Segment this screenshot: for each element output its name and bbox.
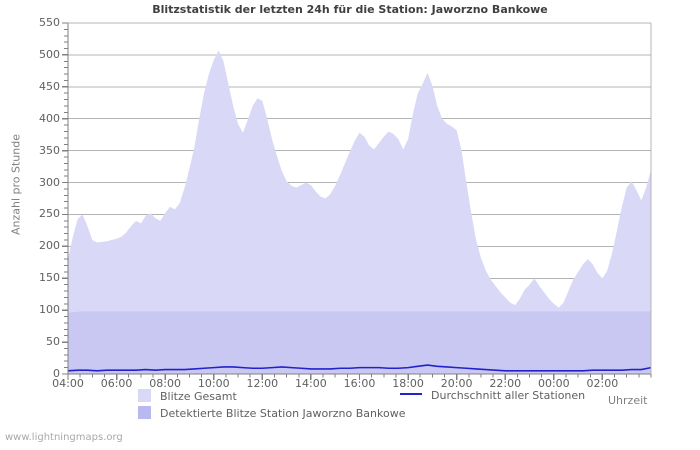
- x-tick-label: 12:00: [246, 377, 279, 390]
- y-tick-label: 350: [39, 143, 60, 157]
- footer-url: www.lightningmaps.org: [5, 432, 123, 443]
- y-tick-label: 250: [39, 207, 60, 221]
- legend-label-total: Blitze Gesamt: [160, 390, 237, 403]
- x-tick-label: 06:00: [100, 377, 133, 390]
- x-tick-label: 16:00: [343, 377, 376, 390]
- y-tick-label: 300: [39, 175, 60, 189]
- y-tick-label: 100: [39, 303, 60, 317]
- x-tick-label: 22:00: [489, 377, 522, 390]
- y-tick-label: 50: [46, 335, 60, 349]
- y-tick-label: 200: [39, 239, 60, 253]
- x-tick-label: 02:00: [586, 377, 619, 390]
- legend-swatch-total: [138, 389, 151, 402]
- legend-label-station: Detektierte Blitze Station Jaworzno Bank…: [160, 407, 406, 420]
- x-tick-label: 18:00: [392, 377, 424, 390]
- y-tick-label: 500: [39, 47, 60, 61]
- chart-title: Blitzstatistik der letzten 24h für die S…: [152, 3, 548, 16]
- legend-item-total: Blitze Gesamt: [138, 389, 237, 403]
- y-tick-label: 150: [39, 271, 60, 285]
- axis-ticks: [62, 22, 652, 380]
- legend-swatch-station: [138, 406, 151, 419]
- x-tick-label: 20:00: [440, 377, 473, 390]
- legend-label-average: Durchschnitt aller Stationen: [431, 389, 586, 402]
- y-tick-label: 550: [39, 16, 60, 29]
- chart-legend: Blitze Gesamt Detektierte Blitze Station…: [0, 388, 700, 424]
- legend-item-average: Durchschnitt aller Stationen: [400, 389, 585, 402]
- x-tick-label: 14:00: [295, 377, 327, 390]
- y-tick-label: 400: [39, 111, 60, 125]
- y-tick-label: 0: [53, 367, 60, 380]
- x-tick-label: 10:00: [197, 377, 230, 390]
- x-tick-label: 04:00: [52, 377, 84, 390]
- data-series-layer: [67, 50, 652, 374]
- y-tick-label: 450: [39, 79, 60, 93]
- x-axis-label: Uhrzeit: [608, 394, 648, 407]
- x-tick-label: 00:00: [537, 377, 570, 390]
- legend-item-station: Detektierte Blitze Station Jaworzno Bank…: [138, 406, 405, 420]
- legend-line-average: [400, 393, 422, 395]
- x-tick-label: 08:00: [149, 377, 181, 390]
